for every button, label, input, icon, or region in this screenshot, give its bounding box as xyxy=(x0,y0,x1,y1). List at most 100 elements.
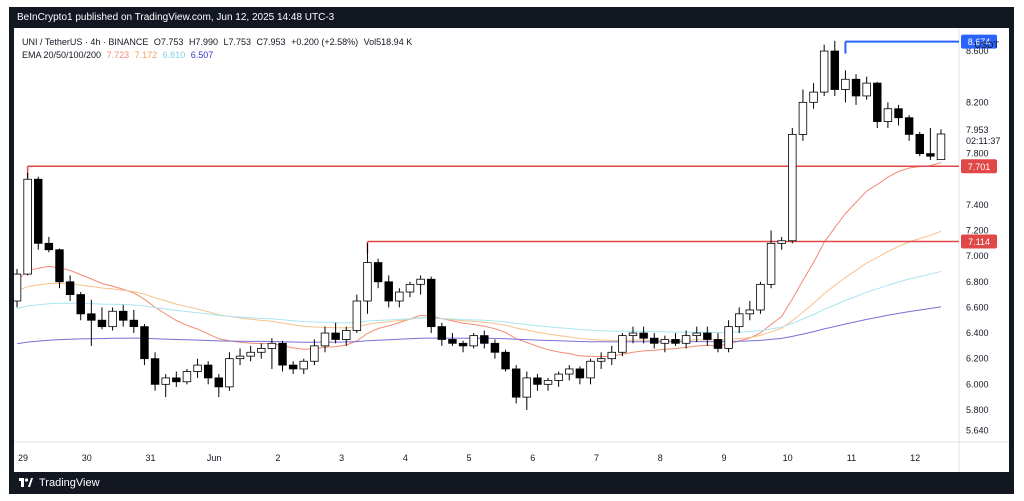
candle-body xyxy=(522,377,532,398)
candle-body xyxy=(745,309,755,315)
candle-body xyxy=(841,78,850,90)
candle-body xyxy=(543,380,553,385)
candle-body xyxy=(214,377,224,388)
candle-body xyxy=(469,335,478,347)
publish-header: BeInCrypto1 published on TradingView.com… xyxy=(17,12,335,23)
candle-body xyxy=(809,91,818,103)
last-price-label: 7.953 xyxy=(966,125,989,135)
candle-body xyxy=(618,335,627,353)
price-level-label: 8.674 xyxy=(968,37,991,47)
symbol-label[interactable]: UNI / TetherUS · 4h · BINANCE xyxy=(22,37,149,47)
chart-area[interactable]: 8.600 8.200 7.800 7.400 7.200 7.000 6.800 6.600… xyxy=(12,28,1009,472)
candle-body xyxy=(830,50,840,90)
candle-body xyxy=(384,281,393,302)
candle-body xyxy=(883,108,893,122)
x-tick-label: 31 xyxy=(145,453,155,463)
candle-body xyxy=(533,377,542,385)
ema50-value: 7.172 xyxy=(134,50,158,60)
candle-body xyxy=(692,332,701,337)
volume-value: Vol518.94 K xyxy=(363,37,413,47)
candle-body xyxy=(565,368,574,375)
candle-body xyxy=(257,348,266,353)
candle-body xyxy=(607,351,616,360)
candle-body xyxy=(97,319,107,328)
ema20-value: 7.723 xyxy=(106,50,130,60)
candle-body xyxy=(671,339,680,344)
candle-body xyxy=(915,133,924,155)
candle-body xyxy=(87,313,96,321)
candle-body xyxy=(926,153,935,157)
candle-body xyxy=(851,78,861,97)
candle-body xyxy=(437,326,447,340)
x-tick-label: Jun xyxy=(207,453,222,463)
ema-legend-row: EMA 20/50/100/200 7.723 7.172 6.810 6.50… xyxy=(22,49,415,62)
candle-body xyxy=(681,335,691,344)
candle-body xyxy=(331,332,340,340)
x-tick-label: 6 xyxy=(530,453,535,463)
open-value: O7.753 xyxy=(153,37,184,47)
candle-body xyxy=(288,364,298,370)
candle-body xyxy=(862,82,871,97)
ema200-value: 6.507 xyxy=(190,50,214,60)
tradingview-logo-icon xyxy=(19,478,33,487)
change-value: +0.200 (+2.58%) xyxy=(291,37,359,47)
candle-body xyxy=(756,283,765,311)
candle-body xyxy=(65,281,75,296)
candle-body xyxy=(777,240,786,244)
y-tick-label: 8.600 xyxy=(966,46,989,56)
y-tick-label: 8.200 xyxy=(966,97,989,107)
y-tick-label: 6.200 xyxy=(966,354,989,364)
candle-body xyxy=(310,345,319,362)
x-tick-label: 5 xyxy=(467,453,472,463)
x-tick-label: 3 xyxy=(339,453,344,463)
candle-body xyxy=(458,342,468,347)
candle-body xyxy=(150,358,160,385)
candle-body xyxy=(320,332,330,347)
candle-body xyxy=(108,310,117,328)
y-tick-label: 5.640 xyxy=(966,425,989,435)
chart-screenshot-frame: BeInCrypto1 published on TradingView.com… xyxy=(9,7,1014,494)
candle-body xyxy=(490,342,500,353)
chart-legend: UNI / TetherUS · 4h · BINANCE O7.753 H7.… xyxy=(22,36,415,62)
candle-body xyxy=(628,332,638,337)
candlestick-chart[interactable]: 8.600 8.200 7.800 7.400 7.200 7.000 6.800 6.600… xyxy=(12,28,1009,472)
y-tick-label: 6.400 xyxy=(966,328,989,338)
candle-body xyxy=(894,108,903,119)
x-tick-label: 12 xyxy=(910,453,920,463)
candle-body xyxy=(575,368,585,379)
candle-body xyxy=(448,339,457,344)
candle-body xyxy=(586,360,595,379)
x-tick-label: 2 xyxy=(275,453,280,463)
footer-bar: TradingView xyxy=(9,472,1014,494)
candle-body xyxy=(416,278,425,285)
candle-body xyxy=(235,355,245,360)
price-level-tag xyxy=(961,159,997,174)
price-level-tag xyxy=(961,34,997,49)
candle-body xyxy=(278,342,287,366)
candle-body xyxy=(363,262,372,302)
candle-body xyxy=(118,310,128,321)
candle-body xyxy=(23,178,32,275)
candle-body xyxy=(405,283,415,293)
y-tick-label: 7.800 xyxy=(966,149,989,159)
candle-body xyxy=(703,332,712,340)
x-tick-label: 30 xyxy=(82,453,92,463)
price-level-tag xyxy=(961,234,997,249)
currency-label[interactable]: USDT xyxy=(974,40,1000,50)
candle-body xyxy=(352,300,362,331)
candle-body xyxy=(426,278,436,328)
candle-body xyxy=(373,262,383,283)
x-tick-label: 8 xyxy=(658,453,663,463)
candle-body xyxy=(395,291,404,302)
candle-body xyxy=(798,101,808,135)
ema-line xyxy=(16,270,942,334)
candle-body xyxy=(76,294,85,315)
candle-body xyxy=(904,117,914,135)
candle-body xyxy=(140,326,149,360)
candle-body xyxy=(766,242,776,285)
x-tick-label: 29 xyxy=(18,453,28,463)
ema-label[interactable]: EMA 20/50/100/200 xyxy=(22,50,102,60)
candle-body xyxy=(299,360,308,370)
low-value: L7.753 xyxy=(223,37,252,47)
ema-line xyxy=(16,162,942,358)
